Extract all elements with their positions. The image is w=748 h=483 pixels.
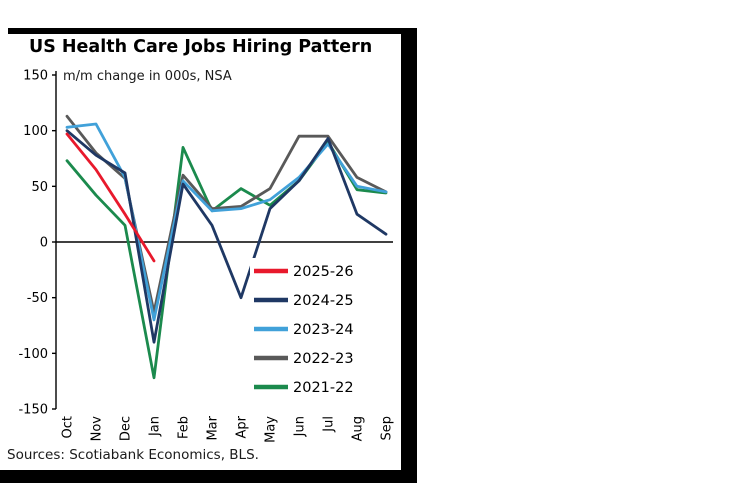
x-axis-label: Sep (380, 416, 395, 441)
top-border-bar (8, 28, 403, 34)
legend-label-2022-23: 2022-23 (293, 351, 354, 367)
x-axis-label: Oct (61, 416, 76, 438)
x-axis-label: Apr (235, 415, 250, 438)
x-axis-label: Jul (322, 416, 337, 433)
x-axis-label: Feb (177, 416, 192, 439)
x-axis-label: May (264, 416, 279, 443)
x-axis-label: Mar (206, 415, 221, 440)
chart-subtitle: m/m change in 000s, NSA (63, 69, 232, 84)
x-axis-label: Jun (293, 416, 308, 437)
chart-title: US Health Care Jobs Hiring Pattern (29, 37, 373, 57)
x-axis-label: Nov (90, 416, 105, 442)
x-axis-label: Aug (351, 416, 366, 441)
legend-label-2021-22: 2021-22 (293, 380, 354, 396)
line-chart: -150 -100 -50 0 50 100 150 Oct Nov Dec Jan Feb Mar Ap… (18, 69, 395, 443)
y-axis-label: 0 (40, 236, 48, 251)
y-axis-label: -50 (27, 291, 48, 306)
y-axis-label: -150 (18, 403, 48, 418)
y-axis-label: -100 (18, 347, 48, 362)
series-line-2024-25 (65, 129, 388, 344)
series-line-2025-26 (65, 132, 156, 263)
sources-note: Sources: Scotiabank Economics, BLS. (7, 447, 259, 463)
legend-label-2023-24: 2023-24 (293, 322, 354, 338)
series-line-2022-23 (65, 114, 388, 314)
x-axis-label: Jan (148, 416, 163, 437)
y-axis-label: 50 (31, 180, 48, 195)
x-axis-label: Dec (119, 416, 134, 441)
y-axis-label: 150 (23, 69, 48, 84)
right-panel-border (401, 28, 417, 483)
legend-label-2024-25: 2024-25 (293, 293, 354, 309)
y-axis-label: 100 (23, 124, 48, 139)
legend-label-2025-26: 2025-26 (293, 264, 354, 280)
bottom-border-bar (0, 470, 417, 483)
